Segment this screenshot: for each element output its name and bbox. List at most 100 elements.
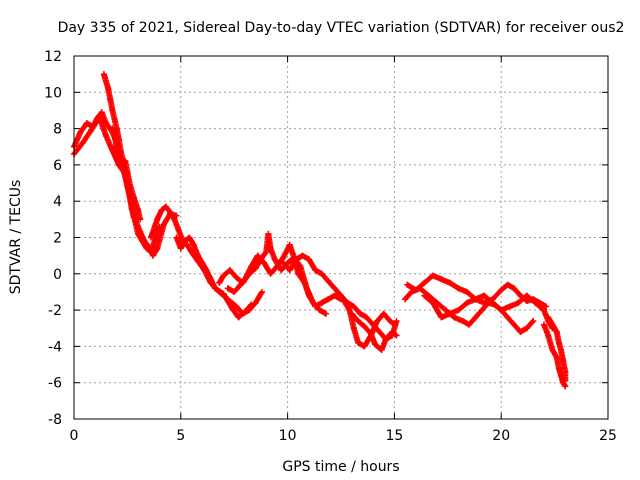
data-point xyxy=(103,132,110,139)
data-point xyxy=(295,270,302,277)
data-point xyxy=(233,303,240,310)
data-point xyxy=(175,227,182,234)
data-point xyxy=(254,252,261,259)
data-point xyxy=(280,259,287,266)
data-point xyxy=(361,323,368,330)
x-tick-label: 10 xyxy=(279,428,297,444)
y-tick-label: 10 xyxy=(44,85,62,101)
data-point xyxy=(305,256,312,263)
data-point xyxy=(147,234,154,241)
data-point xyxy=(312,267,319,274)
data-point xyxy=(562,368,569,375)
tick-layer: 0 5 10 15 20 25 -8 -6 -4 -2 0 2 4 6 8 10 12 xyxy=(44,49,617,444)
data-point xyxy=(318,299,325,306)
data-point xyxy=(145,243,152,250)
data-point xyxy=(346,307,353,314)
data-point xyxy=(555,365,562,372)
series-s13 xyxy=(404,272,550,310)
data-point xyxy=(158,207,165,214)
data-point xyxy=(350,303,357,310)
data-point xyxy=(318,270,325,277)
data-point xyxy=(128,205,135,212)
data-point xyxy=(194,252,201,259)
data-point xyxy=(515,299,522,306)
series-s4 xyxy=(109,125,144,223)
data-point xyxy=(94,114,101,121)
data-point xyxy=(545,314,552,321)
data-point xyxy=(182,238,189,245)
data-point xyxy=(111,132,118,139)
data-point xyxy=(103,120,110,127)
data-point xyxy=(293,256,300,263)
data-point xyxy=(355,317,362,324)
data-point xyxy=(211,285,218,292)
data-point xyxy=(455,285,462,292)
data-layer xyxy=(71,71,569,390)
data-point xyxy=(340,296,347,303)
data-point xyxy=(100,71,107,78)
data-point xyxy=(154,216,161,223)
data-point xyxy=(248,263,255,270)
data-point xyxy=(132,218,139,225)
data-point xyxy=(113,143,120,150)
data-point xyxy=(530,317,537,324)
data-point xyxy=(286,241,293,248)
data-point xyxy=(229,305,236,312)
data-point xyxy=(393,317,400,324)
data-point xyxy=(109,125,116,132)
data-point xyxy=(429,272,436,279)
y-axis-title: SDTVAR / TECUs xyxy=(8,180,24,295)
y-tick-label: -4 xyxy=(48,339,62,355)
data-point xyxy=(207,276,214,283)
data-point xyxy=(173,234,180,241)
data-point xyxy=(391,321,398,328)
data-point xyxy=(549,321,556,328)
x-tick-label: 20 xyxy=(492,428,510,444)
data-point xyxy=(472,314,479,321)
data-point xyxy=(111,116,118,123)
x-tick-label: 0 xyxy=(70,428,79,444)
data-point xyxy=(459,317,466,324)
data-point xyxy=(286,267,293,274)
y-tick-label: 12 xyxy=(44,49,62,65)
data-point xyxy=(412,287,419,294)
y-tick-label: 6 xyxy=(53,158,62,174)
data-point xyxy=(267,270,274,277)
data-point xyxy=(489,299,496,306)
data-point xyxy=(216,279,223,286)
data-point xyxy=(532,299,539,306)
data-point xyxy=(523,298,530,305)
data-point xyxy=(188,249,195,256)
data-point xyxy=(261,259,268,266)
series-s16 xyxy=(545,314,569,384)
y-tick-label: 2 xyxy=(53,231,62,247)
data-point xyxy=(124,169,131,176)
data-point xyxy=(446,310,453,317)
data-point xyxy=(137,229,144,236)
data-point xyxy=(220,272,227,279)
data-point xyxy=(382,336,389,343)
data-point xyxy=(504,281,511,288)
data-point xyxy=(517,292,524,299)
data-point xyxy=(451,314,458,321)
data-point xyxy=(367,330,374,337)
data-point xyxy=(442,307,449,314)
data-point xyxy=(517,328,524,335)
data-point xyxy=(109,147,116,154)
data-point xyxy=(235,314,242,321)
data-point xyxy=(374,317,381,324)
data-point xyxy=(226,267,233,274)
data-point xyxy=(560,357,567,364)
data-point xyxy=(199,259,206,266)
data-point xyxy=(504,314,511,321)
data-point xyxy=(325,296,332,303)
data-point xyxy=(387,317,394,324)
data-point xyxy=(498,287,505,294)
data-point xyxy=(130,194,137,201)
data-point xyxy=(252,265,259,272)
data-point xyxy=(77,129,84,136)
data-point xyxy=(511,285,518,292)
data-point xyxy=(363,314,370,321)
data-point xyxy=(545,332,552,339)
